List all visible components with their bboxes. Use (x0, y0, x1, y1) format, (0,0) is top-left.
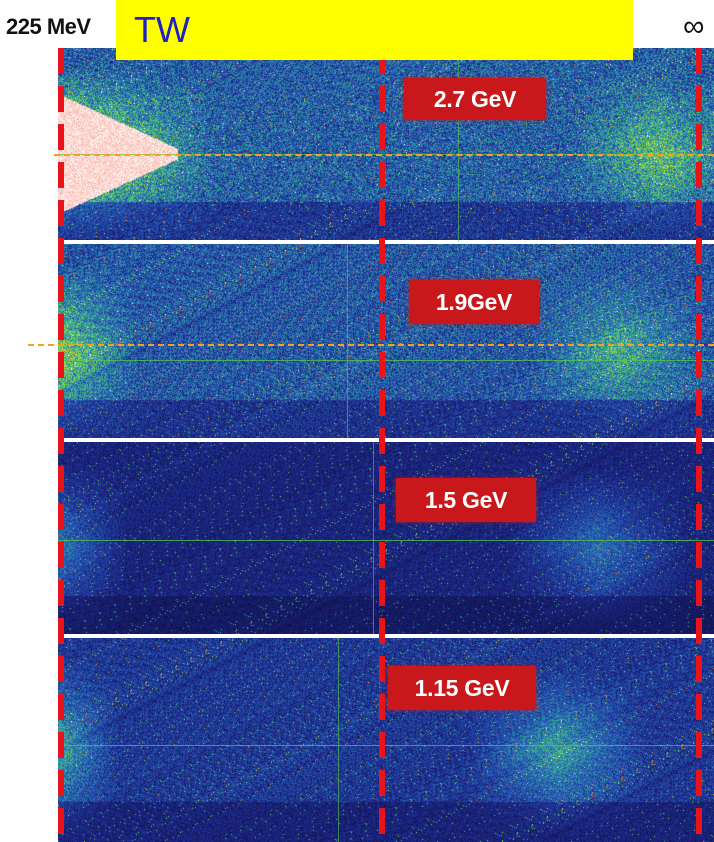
tw-banner: TW (116, 0, 633, 60)
grid-line (373, 442, 374, 634)
grid-line (338, 638, 339, 842)
panel-1-9-gev (58, 244, 714, 438)
grid-line (58, 745, 714, 746)
red-dashed-line-left (58, 48, 64, 842)
panel-image (58, 638, 714, 842)
panel-separator (58, 240, 714, 244)
panel-2-7-gev (58, 48, 714, 240)
orange-guide-line (28, 344, 714, 346)
energy-label-1-15-gev: 1.15 GeV (388, 666, 536, 710)
grid-line (58, 540, 714, 541)
panel-1-5-gev (58, 442, 714, 634)
panel-image (58, 244, 714, 438)
grid-line (58, 360, 714, 361)
panel-image (58, 48, 714, 240)
panel-separator (58, 438, 714, 442)
grid-line (458, 48, 459, 242)
energy-label-1-5-gev: 1.5 GeV (396, 478, 536, 522)
grid-line (347, 244, 348, 438)
red-dashed-line-right (696, 48, 702, 842)
red-dashed-line-center (379, 48, 385, 842)
infinity-label: ∞ (683, 10, 705, 43)
panel-1-15-gev (58, 638, 714, 842)
panel-image (58, 442, 714, 634)
energy-origin-label: 225 MeV (6, 14, 91, 39)
panel-separator (58, 634, 714, 638)
energy-label-1-9-gev: 1.9GeV (409, 280, 539, 324)
energy-label-2-7-gev: 2.7 GeV (404, 78, 546, 120)
